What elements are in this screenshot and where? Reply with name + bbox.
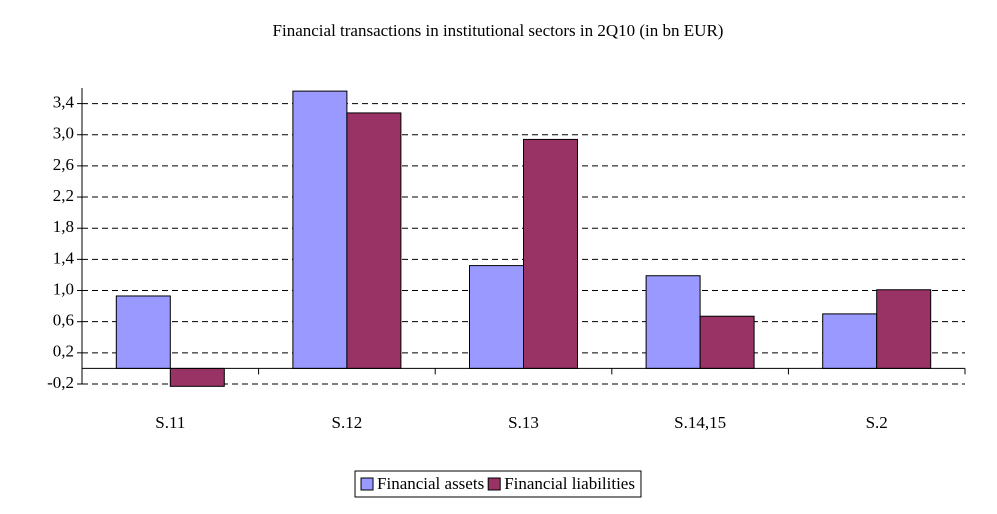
x-tick-label: S.11 xyxy=(155,413,185,432)
y-tick-label: 3,4 xyxy=(53,92,75,111)
bar xyxy=(699,315,755,369)
x-tick-label: S.12 xyxy=(332,413,363,432)
x-tick-label: S.2 xyxy=(866,413,888,432)
y-tick-label: 2,2 xyxy=(53,186,74,205)
legend-swatch xyxy=(487,477,501,491)
chart-title: Financial transactions in institutional … xyxy=(273,21,724,40)
y-tick-label: 0,6 xyxy=(53,311,74,330)
bar xyxy=(169,367,225,387)
bar xyxy=(523,138,578,369)
bar xyxy=(469,265,524,369)
legend: Financial assets Financial liabilities xyxy=(354,470,642,498)
y-tick-label: 1,8 xyxy=(53,217,74,236)
x-tick-label: S.14,15 xyxy=(674,413,726,432)
bar xyxy=(645,275,701,369)
y-tick-label: -0,2 xyxy=(47,373,74,392)
y-tick-label: 3,0 xyxy=(53,124,74,143)
x-tick-label: S.13 xyxy=(508,413,539,432)
bar xyxy=(292,90,348,369)
legend-swatch xyxy=(360,477,374,491)
legend-label: Financial assets xyxy=(377,474,484,493)
bar xyxy=(822,313,878,369)
legend-label: Financial liabilities xyxy=(504,474,635,493)
y-tick-label: 2,6 xyxy=(53,155,74,174)
y-tick-label: 1,4 xyxy=(53,248,75,267)
bar xyxy=(115,295,171,369)
bar xyxy=(346,112,402,369)
y-tick-label: 1,0 xyxy=(53,279,74,298)
y-tick-label: 0,2 xyxy=(53,342,74,361)
bar xyxy=(876,289,932,369)
